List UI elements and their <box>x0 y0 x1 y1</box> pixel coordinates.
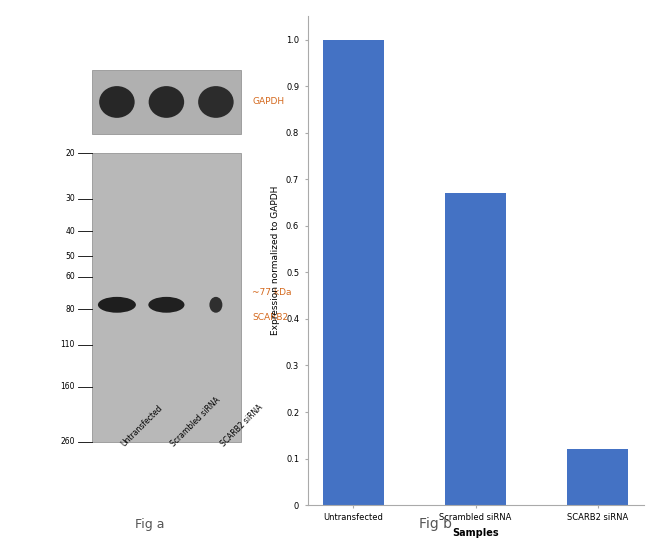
Y-axis label: Expression normalized to GAPDH: Expression normalized to GAPDH <box>272 186 280 335</box>
Text: 80: 80 <box>66 305 75 313</box>
Text: Fig a: Fig a <box>135 518 164 531</box>
Ellipse shape <box>148 297 185 313</box>
Text: 260: 260 <box>60 437 75 446</box>
Text: Fig b: Fig b <box>419 517 452 531</box>
Bar <box>323 40 384 505</box>
Ellipse shape <box>198 86 233 118</box>
Text: Fig a: Fig a <box>0 548 1 549</box>
Text: GAPDH: GAPDH <box>252 98 284 107</box>
Text: 20: 20 <box>66 149 75 158</box>
Text: SCARB2 siRNA: SCARB2 siRNA <box>219 404 265 449</box>
Text: 160: 160 <box>60 383 75 391</box>
Bar <box>445 193 506 505</box>
Ellipse shape <box>149 86 184 118</box>
Text: 50: 50 <box>65 252 75 261</box>
Text: SCARB2: SCARB2 <box>252 312 288 322</box>
Text: ~77 kDa: ~77 kDa <box>252 288 292 297</box>
Bar <box>567 449 629 505</box>
Text: 60: 60 <box>65 272 75 281</box>
Text: Scrambled siRNA: Scrambled siRNA <box>169 396 222 449</box>
Text: 30: 30 <box>65 194 75 203</box>
X-axis label: Samples: Samples <box>452 528 499 538</box>
Text: Untransfected: Untransfected <box>120 404 164 449</box>
Text: 110: 110 <box>60 340 75 349</box>
Ellipse shape <box>209 297 222 313</box>
Text: 40: 40 <box>65 227 75 236</box>
FancyBboxPatch shape <box>92 70 240 134</box>
Ellipse shape <box>99 86 135 118</box>
FancyBboxPatch shape <box>92 153 240 441</box>
Ellipse shape <box>98 297 136 313</box>
